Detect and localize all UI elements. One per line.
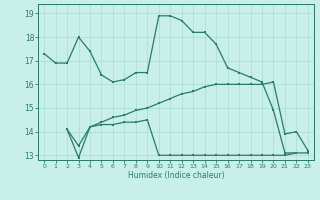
X-axis label: Humidex (Indice chaleur): Humidex (Indice chaleur) [128,171,224,180]
